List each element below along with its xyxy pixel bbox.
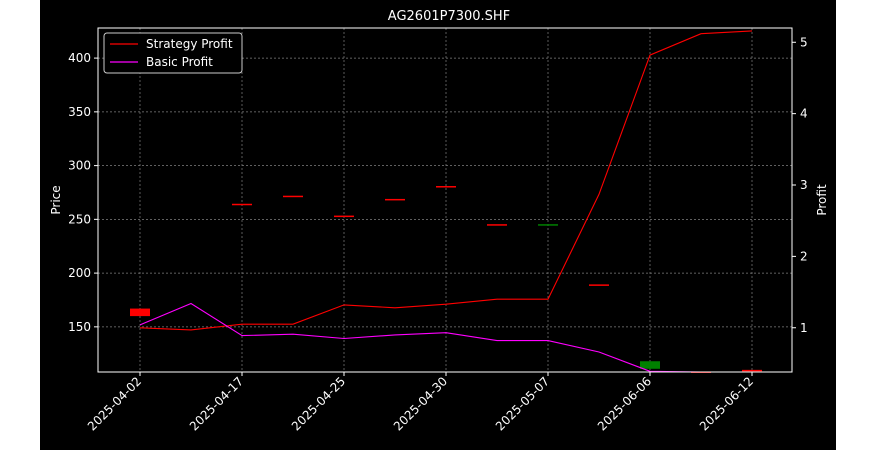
y2-tick-label: 2 [800,249,808,263]
x-tick-label: 2025-06-12 [697,374,756,433]
y-tick-label: 150 [68,320,91,334]
candle-bar [640,361,660,369]
y-tick-label: 250 [68,212,91,226]
x-tick-label: 2025-06-06 [595,374,654,433]
y-tick-label: 400 [68,51,91,65]
y-tick-label: 200 [68,266,91,280]
x-tick-label: 2025-04-17 [187,374,246,433]
x-tick-label: 2025-04-30 [391,374,450,433]
candle-bar [385,198,405,201]
y-axis-left: 150 200 250 300 350 400 [68,51,98,334]
y2-tick-label: 4 [800,107,808,121]
candle-bar [742,369,762,372]
candle-bar [538,224,558,226]
y-tick-label: 350 [68,105,91,119]
y2-axis-label: Profit [815,184,829,216]
candle-bar [334,215,354,218]
candle-bar [436,186,456,188]
y-axis-label: Price [49,185,63,214]
candle-bar [232,203,252,206]
x-tick-label: 2025-04-02 [85,374,144,433]
x-axis: 2025-04-02 2025-04-17 2025-04-25 2025-04-30… [85,372,756,433]
y2-tick-label: 1 [800,321,808,335]
legend-box [103,32,243,74]
y-axis-right: 1 2 3 4 5 [792,35,808,335]
y2-tick-label: 5 [800,35,808,49]
series-line [139,30,753,331]
series-lines [139,30,753,373]
candles [130,186,762,373]
plot-frame [97,27,793,373]
grid [98,28,792,372]
x-tick-label: 2025-05-07 [493,374,552,433]
y2-tick-label: 3 [800,178,808,192]
series-line [139,302,752,373]
candle-bar [283,195,303,198]
legend-label: Strategy Profit [146,37,233,51]
chart-svg: AG2601P7300.SHF 2025-04-02 2025-04-17 2025… [49,9,829,433]
legend-label: Basic Profit [146,55,213,69]
candle-bar [487,224,507,226]
legend: Strategy Profit Basic Profit [103,32,243,74]
chart-figure: AG2601P7300.SHF 2025-04-02 2025-04-17 2025… [40,0,836,450]
y-tick-label: 300 [68,159,91,173]
x-tick-label: 2025-04-25 [289,374,348,433]
candle-bar [589,284,609,286]
candle-bar [130,308,150,317]
chart-title: AG2601P7300.SHF [388,9,510,24]
